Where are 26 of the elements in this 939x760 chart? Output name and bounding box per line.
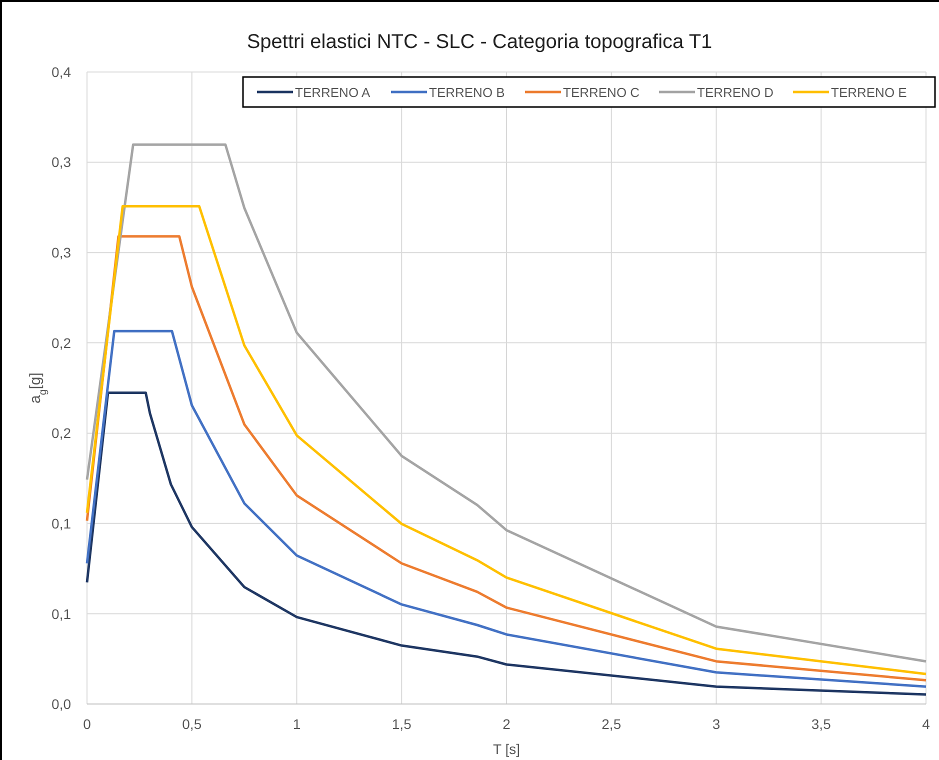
x-tick-label: 0 bbox=[83, 716, 92, 732]
y-tick-label: 0,4 bbox=[52, 64, 72, 80]
line-series bbox=[86, 330, 928, 688]
x-tick-label: 3,5 bbox=[811, 716, 832, 732]
legend-label: TERRENO C bbox=[563, 85, 640, 100]
legend-label: TERRENO B bbox=[429, 85, 505, 100]
x-axis-title: T [s] bbox=[493, 741, 520, 757]
legend-label: TERRENO A bbox=[295, 85, 370, 100]
y-tick-label: 0,3 bbox=[52, 244, 72, 261]
x-tick-label: 3 bbox=[712, 716, 720, 732]
x-tick-label: 1,5 bbox=[392, 716, 412, 732]
line-series bbox=[86, 391, 928, 696]
legend-label: TERRENO D bbox=[697, 85, 774, 100]
x-tick-label: 1 bbox=[292, 716, 301, 732]
x-tick-label: 2 bbox=[502, 716, 511, 732]
x-tick-label: 0,5 bbox=[182, 716, 202, 732]
y-tick-label: 0,2 bbox=[52, 334, 72, 351]
y-tick-label: 0,3 bbox=[52, 154, 72, 170]
y-tick-label: 0,1 bbox=[52, 606, 72, 622]
legend-label: TERRENO E bbox=[831, 85, 908, 100]
x-tick-label: 2,5 bbox=[602, 716, 622, 732]
y-tick-label: 0,2 bbox=[52, 425, 72, 442]
y-tick-label: 0,0 bbox=[52, 696, 72, 712]
chart-title: Spettri elastici NTC - SLC - Categoria topografica T1 bbox=[246, 31, 712, 53]
x-tick-label: 4 bbox=[922, 716, 930, 732]
y-tick-label: 0,1 bbox=[52, 515, 72, 532]
